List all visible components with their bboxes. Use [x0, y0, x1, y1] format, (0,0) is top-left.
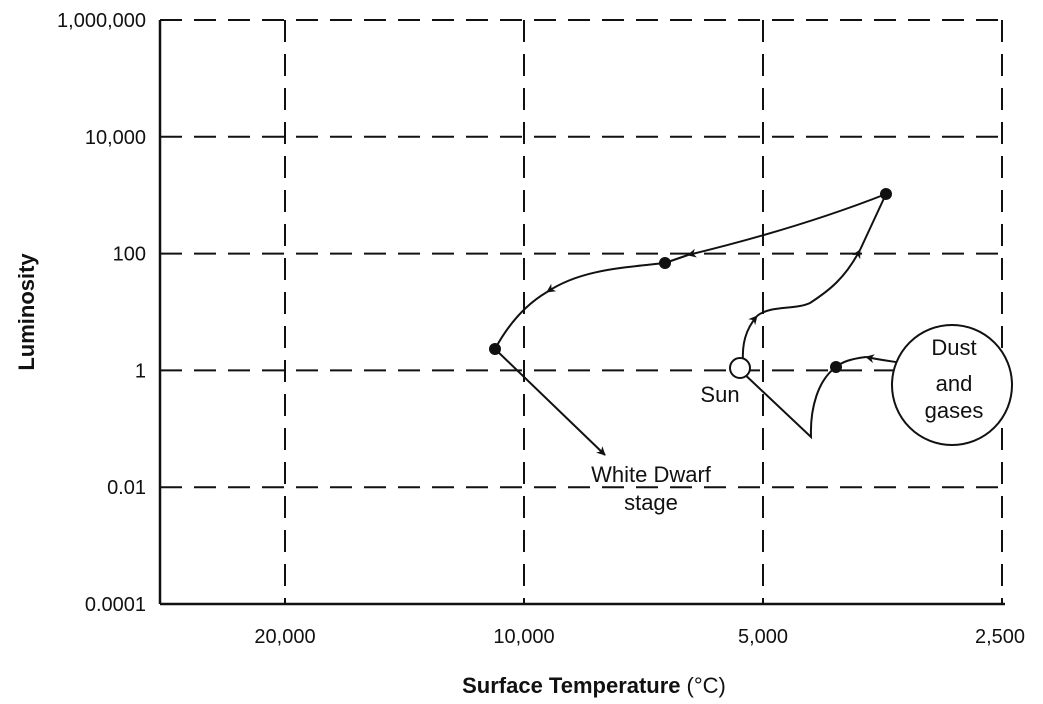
- path-to-red-giant: [859, 193, 887, 251]
- evolution-path: [494, 193, 919, 456]
- x-axis-title: Surface Temperature (°C): [462, 673, 726, 698]
- dust-label-line2: and: [936, 371, 973, 396]
- point-protostar: [830, 361, 842, 373]
- path-peak-link: [494, 291, 548, 350]
- x-tick-label: 10,000: [493, 626, 554, 648]
- path-giant-to-peak: [546, 262, 666, 293]
- path-protostar-to-sun: [739, 366, 837, 440]
- grid: [160, 19, 1005, 604]
- point-sun: [729, 357, 751, 379]
- point-giant-stage: [659, 257, 671, 269]
- stage-points: [489, 188, 892, 379]
- white-dwarf-label-line1: White Dwarf: [591, 462, 712, 487]
- dust-label-line3: gases: [925, 398, 984, 423]
- y-tick-label: 100: [113, 244, 146, 266]
- sun-label: Sun: [700, 382, 739, 407]
- point-red-giant: [880, 188, 892, 200]
- y-tick-label: 0.0001: [85, 594, 146, 616]
- dust-cloud: [891, 324, 1013, 446]
- y-tick-label: 1: [135, 360, 146, 382]
- y-tick-label: 0.01: [107, 477, 146, 499]
- x-axis-unit: (°C): [687, 673, 726, 698]
- x-tick-label: 5,000: [738, 626, 788, 648]
- x-tick-labels: 20,000 10,000 5,000 2,500: [254, 626, 1025, 648]
- path-sun-up: [741, 315, 758, 363]
- y-tick-label: 10,000: [85, 127, 146, 149]
- y-tick-labels: 1,000,000 10,000 100 1 0.01 0.0001: [57, 10, 146, 616]
- x-axis-title-text: Surface Temperature: [462, 673, 680, 698]
- dust-label-line1: Dust: [931, 335, 976, 360]
- y-axis-title: Luminosity: [14, 253, 39, 371]
- white-dwarf-label-line2: stage: [624, 490, 678, 515]
- path-to-white-dwarf: [494, 348, 606, 456]
- path-red-giant-to-giant: [687, 193, 887, 258]
- x-tick-label: 20,000: [254, 626, 315, 648]
- x-tick-label: 2,500: [975, 626, 1025, 648]
- y-tick-label: 1,000,000: [57, 10, 146, 32]
- annotations: Dust and gases Sun White Dwarf stage: [591, 324, 1013, 515]
- point-peak-stage: [489, 343, 501, 355]
- path-subgiant: [756, 249, 861, 317]
- axes: [158, 20, 1005, 606]
